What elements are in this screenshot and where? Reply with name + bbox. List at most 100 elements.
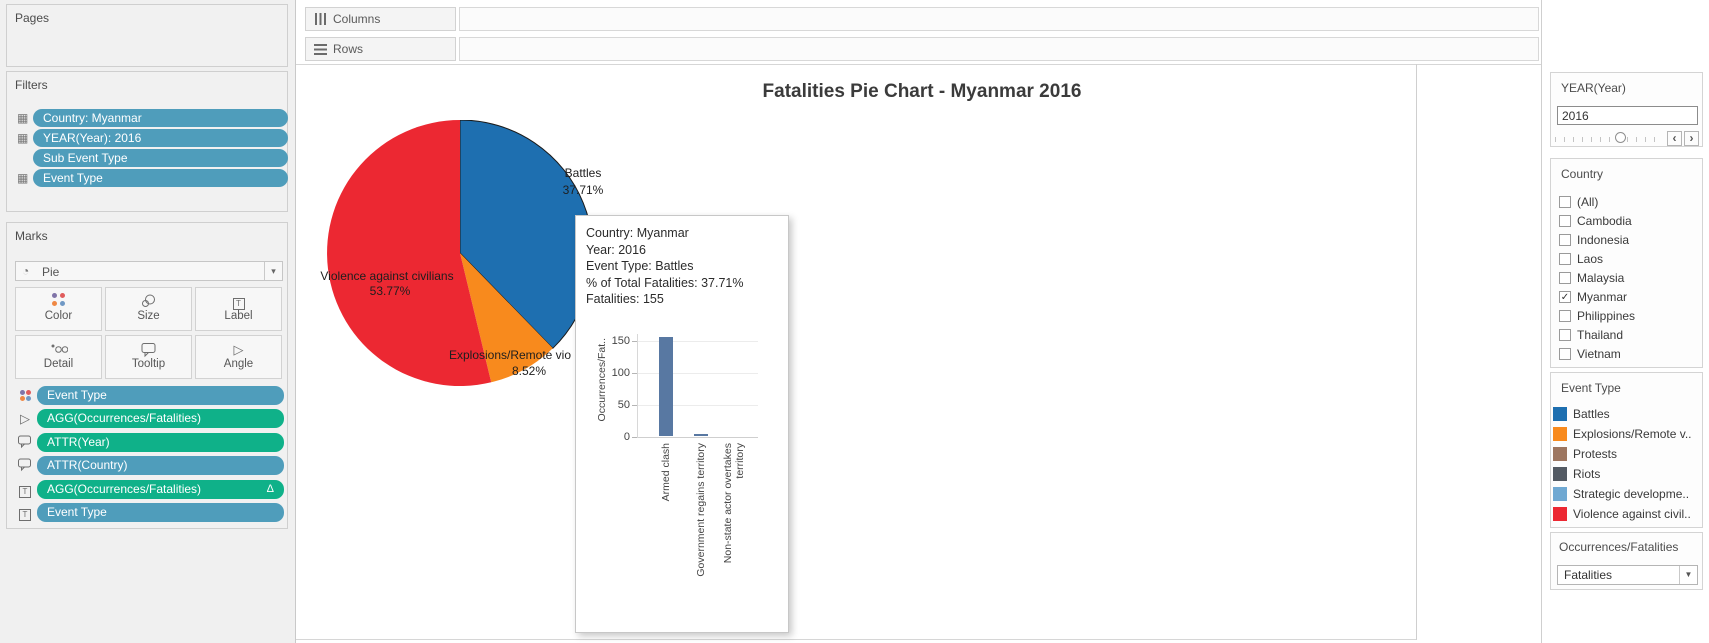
marks-pill-agg-label[interactable]: AGG(Occurrences/Fatalities) Δ xyxy=(37,480,284,499)
columns-shelf-drop-area[interactable] xyxy=(459,7,1539,31)
measure-selector-card: Occurrences/Fatalities Fatalities ▼ xyxy=(1550,532,1703,590)
tick-mark xyxy=(632,437,637,438)
legend-item-riots[interactable]: Riots xyxy=(1551,467,1702,483)
marks-pill-agg-angle[interactable]: AGG(Occurrences/Fatalities) xyxy=(37,409,284,428)
marks-pill-attr-year[interactable]: ATTR(Year) xyxy=(37,433,284,452)
pie-label-explosions: Explosions/Remote vio xyxy=(448,348,572,362)
legend-item-strategic[interactable]: Strategic developme.. xyxy=(1551,487,1702,503)
country-item-philippines[interactable]: Philippines xyxy=(1551,309,1702,327)
detail-button[interactable]: Detail xyxy=(15,335,102,379)
checkbox[interactable] xyxy=(1559,253,1571,265)
color-dots-icon xyxy=(16,288,101,310)
chevron-down-icon[interactable]: ▼ xyxy=(1679,566,1697,584)
label-button[interactable]: T Label xyxy=(195,287,282,331)
datasource-grid-icon: ▦ xyxy=(17,111,29,125)
pie-slice-violence[interactable] xyxy=(327,120,492,386)
y-tick-0: 0 xyxy=(623,431,630,443)
left-panel: Pages Filters ▦ Country: Myanmar ▦ YEAR(… xyxy=(0,0,296,643)
checkbox[interactable] xyxy=(1559,329,1571,341)
pie-label-explosions-pct: 8.52% xyxy=(511,364,547,378)
legend-item-explosions[interactable]: Explosions/Remote v.. xyxy=(1551,427,1702,443)
measure-dropdown-value: Fatalities xyxy=(1564,568,1613,582)
country-item-indonesia[interactable]: Indonesia xyxy=(1551,233,1702,251)
year-prev-button[interactable]: ‹ xyxy=(1667,131,1682,146)
mark-type-dropdown[interactable]: ◔ Pie ▾ xyxy=(15,261,283,281)
pill-text: AGG(Occurrences/Fatalities) xyxy=(47,482,202,496)
tooltip-button[interactable]: Tooltip xyxy=(105,335,192,379)
angle-button[interactable]: ▷ Angle xyxy=(195,335,282,379)
mini-chart-baseline xyxy=(638,437,758,438)
legend-item-protests[interactable]: Protests xyxy=(1551,447,1702,463)
speech-bubble-icon xyxy=(15,457,35,477)
legend-item-battles[interactable]: Battles xyxy=(1551,407,1702,423)
checkbox[interactable] xyxy=(1559,272,1571,284)
year-filter-card: YEAR(Year) ‹ › xyxy=(1550,72,1703,147)
checkbox[interactable] xyxy=(1559,348,1571,360)
year-input[interactable] xyxy=(1557,106,1698,125)
tooltip-event-type-line: Event Type: Battles xyxy=(586,259,694,273)
angle-triangle-icon: ▷ xyxy=(20,411,30,426)
filter-pill-event-type[interactable]: Event Type xyxy=(33,169,288,187)
country-item-myanmar[interactable]: ✓ Myanmar xyxy=(1559,290,1628,304)
pie-label-violence: Violence against civilians xyxy=(320,269,454,283)
pie-slice-explosions[interactable] xyxy=(460,253,553,383)
size-button[interactable]: Size xyxy=(105,287,192,331)
rows-shelf-label[interactable]: Rows xyxy=(305,37,456,61)
country-item-thailand[interactable]: Thailand xyxy=(1551,328,1702,346)
gridline xyxy=(638,373,758,374)
country-item-all[interactable]: (All) xyxy=(1551,195,1702,213)
event-type-legend-card: Event Type Battles Explosions/Remote v..… xyxy=(1550,372,1703,528)
tick-mark xyxy=(632,405,637,406)
y-tick-100: 100 xyxy=(611,367,630,379)
year-filter-title: YEAR(Year) xyxy=(1561,81,1626,95)
chevron-down-icon[interactable]: ▾ xyxy=(264,262,282,280)
pie-label-battles: Battles xyxy=(564,166,602,180)
text-label-icon: T xyxy=(15,504,35,522)
pages-card: Pages xyxy=(6,4,288,67)
legend-item-violence[interactable]: Violence against civil.. xyxy=(1551,507,1702,523)
x-label-government-regains: Government regains territory xyxy=(695,443,707,577)
filters-card: Filters ▦ Country: Myanmar ▦ YEAR(Year):… xyxy=(6,71,288,212)
filter-pill-country[interactable]: Country: Myanmar xyxy=(33,109,288,127)
text-label-icon: T xyxy=(15,481,35,499)
rows-text: Rows xyxy=(333,42,364,56)
marks-pill-attr-country[interactable]: ATTR(Country) xyxy=(37,456,284,475)
mini-bar-armed-clash xyxy=(659,337,673,436)
tooltip: Country: Myanmar Year: 2016 Event Type: … xyxy=(575,215,789,633)
measure-dropdown[interactable]: Fatalities ▼ xyxy=(1557,565,1698,585)
columns-bars-icon xyxy=(315,13,326,25)
year-next-button[interactable]: › xyxy=(1684,131,1699,146)
columns-shelf-label[interactable]: Columns xyxy=(305,7,456,31)
pie-mark-icon: ◔ xyxy=(22,264,30,278)
filters-title: Filters xyxy=(15,78,48,92)
pie-label-violence-pct: 53.77% xyxy=(369,284,411,298)
checkbox[interactable] xyxy=(1559,215,1571,227)
checkbox[interactable] xyxy=(1559,310,1571,322)
marks-pill-event-type-color[interactable]: Event Type xyxy=(37,386,284,405)
rows-shelf-drop-area[interactable] xyxy=(459,37,1539,61)
year-slider-track[interactable] xyxy=(1555,131,1663,147)
marks-pill-event-type-label[interactable]: Event Type xyxy=(37,503,284,522)
color-swatch xyxy=(1553,447,1567,461)
color-button[interactable]: Color xyxy=(15,287,102,331)
checkbox[interactable] xyxy=(1559,196,1571,208)
color-swatch xyxy=(1553,427,1567,441)
gridline xyxy=(638,341,758,342)
year-slider-handle[interactable] xyxy=(1615,132,1626,143)
detail-dots-icon xyxy=(16,336,101,358)
worksheet-bottom-border xyxy=(296,639,1416,640)
filter-pill-sub-event-type[interactable]: Sub Event Type xyxy=(33,149,288,167)
mini-chart-y-axis xyxy=(637,334,638,438)
filter-pill-year[interactable]: YEAR(Year): 2016 xyxy=(33,129,288,147)
mini-bar-government-regains xyxy=(694,434,708,436)
country-item-malaysia[interactable]: Malaysia xyxy=(1551,271,1702,289)
delta-icon: Δ xyxy=(266,483,274,495)
tooltip-fatalities-line: Fatalities: 155 xyxy=(586,292,664,306)
checkbox[interactable] xyxy=(1559,234,1571,246)
country-item-laos[interactable]: Laos xyxy=(1551,252,1702,270)
country-item-cambodia[interactable]: Cambodia xyxy=(1551,214,1702,232)
tooltip-pct-line: % of Total Fatalities: 37.71% xyxy=(586,275,744,290)
country-filter-card: Country (All) Cambodia Indonesia Laos Ma… xyxy=(1550,158,1703,368)
checkbox-checked[interactable]: ✓ xyxy=(1559,291,1571,303)
country-item-vietnam[interactable]: Vietnam xyxy=(1551,347,1702,365)
